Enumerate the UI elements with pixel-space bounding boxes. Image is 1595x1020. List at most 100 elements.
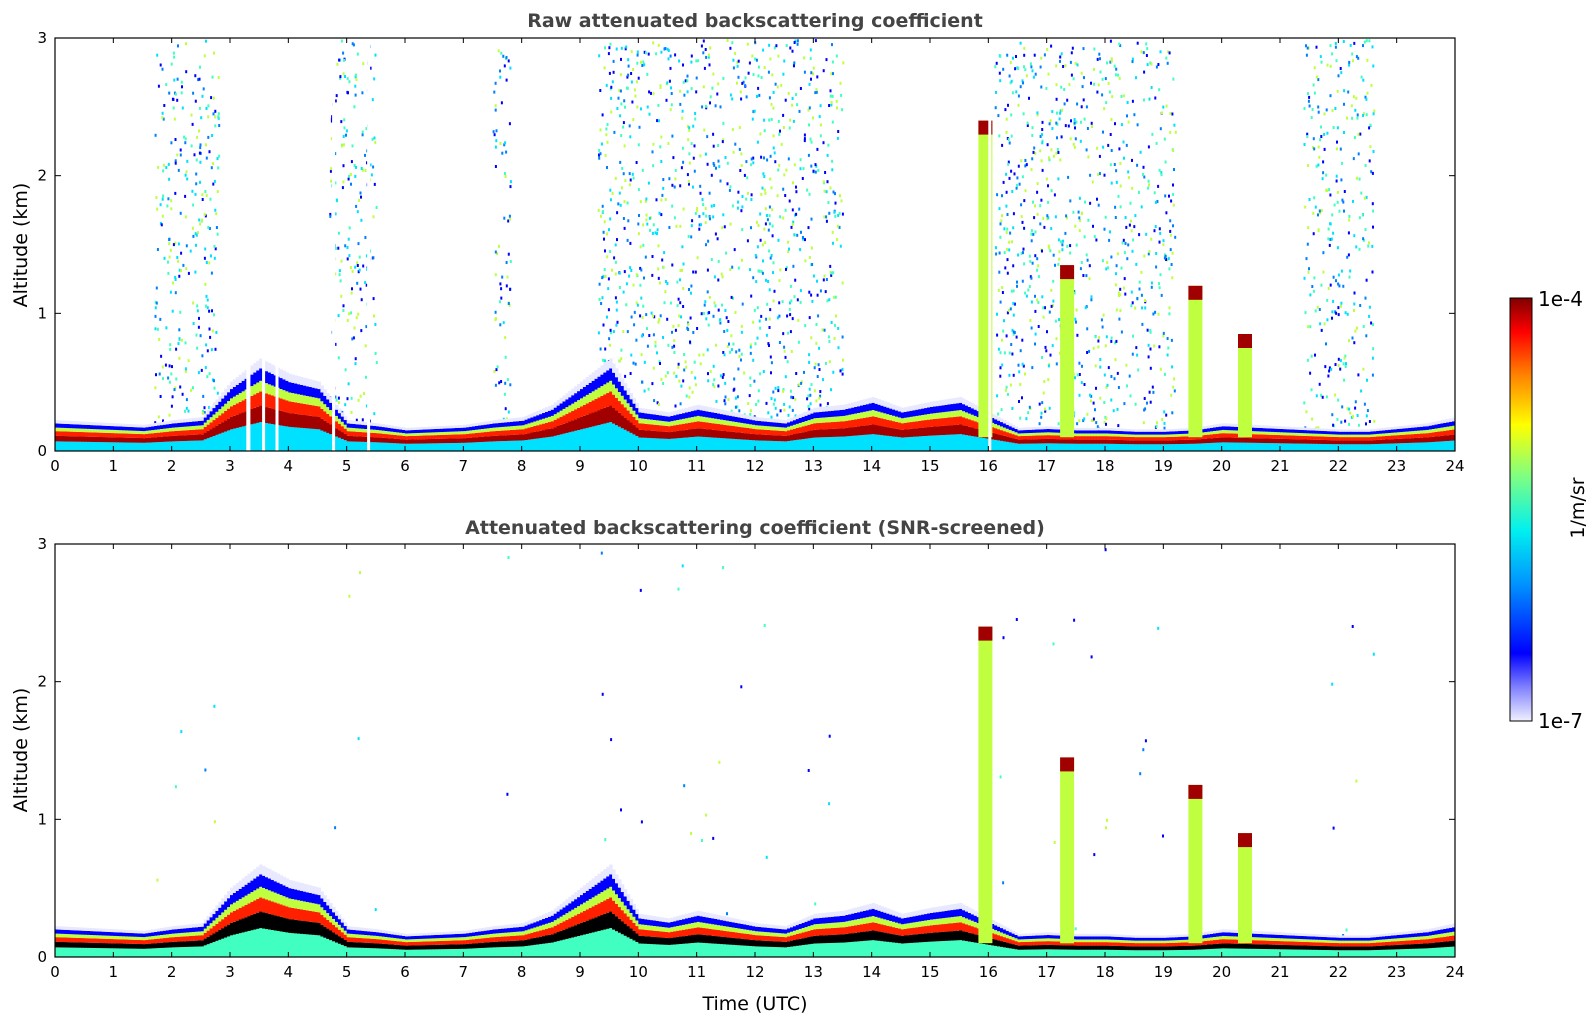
noise-speckle [614,260,617,264]
noise-speckle [1136,123,1139,127]
boundary-layer-halo [515,417,520,422]
boundary-layer-cell [372,437,377,443]
boundary-layer-cell [160,436,164,442]
boundary-layer-cell [451,428,456,432]
noise-speckle [1165,413,1168,417]
noise-speckle [1001,338,1003,342]
boundary-layer-cell [924,435,928,451]
boundary-layer-cell [588,413,593,428]
boundary-layer-cell [906,437,911,451]
noise-speckle [836,136,839,140]
noise-speckle [158,337,161,341]
noise-speckle [692,185,694,189]
noise-speckle [170,62,173,66]
noise-speckle [1306,135,1309,138]
noise-speckle [603,66,606,70]
noise-speckle [187,359,190,363]
noise-speckle [191,122,194,126]
boundary-layer-cell [1020,430,1024,434]
boundary-layer-cell [1058,432,1062,436]
boundary-layer-cell [682,430,686,438]
noise-speckle [1072,77,1075,81]
boundary-layer-cell [165,431,170,437]
noise-speckle [813,366,816,370]
noise-speckle [1336,246,1339,250]
noise-speckle [768,249,771,253]
noise-speckle [754,342,757,346]
noise-speckle [630,269,633,272]
boundary-layer-cell [352,424,357,429]
noise-speckle [213,256,216,260]
noise-speckle [1163,410,1166,414]
noise-speckle [639,200,642,204]
boundary-layer-cell [224,403,228,411]
noise-speckle [787,240,790,244]
boundary-layer-cell [559,434,564,451]
boundary-layer-cell [895,416,899,422]
noise-speckle [185,267,188,271]
noise-speckle [619,89,622,93]
noise-speckle [761,243,764,247]
noise-speckle [1110,57,1113,61]
boundary-layer-cell [547,422,552,429]
noise-speckle [673,185,676,189]
boundary-layer-cell [801,439,806,451]
noise-speckle [678,379,681,383]
boundary-layer-cell [466,430,470,434]
boundary-layer-cell [157,425,161,430]
boundary-layer-halo [682,408,686,414]
noise-speckle [1371,356,1374,360]
noise-speckle [341,144,344,148]
boundary-layer-cell [238,401,243,414]
boundary-layer-cell [1099,436,1103,440]
boundary-layer-cell [1122,444,1127,451]
boundary-layer-cell [641,430,645,438]
boundary-layer-cell [326,432,330,451]
boundary-layer-cell [577,418,581,431]
noise-speckle [1000,219,1003,223]
noise-speckle [1119,205,1122,209]
boundary-layer-cell [804,421,809,426]
boundary-layer-cell [603,423,607,451]
noise-speckle [357,312,360,316]
noise-speckle [1143,98,1145,102]
boundary-layer-cell [285,412,289,427]
boundary-layer-cell [1075,443,1080,451]
boundary-layer-cell [755,434,759,441]
noise-speckle [812,169,815,173]
panel-raw: Raw attenuated backscattering coefficien… [10,10,1465,475]
noise-speckle [1133,113,1136,117]
boundary-layer-cell [886,414,890,420]
noise-speckle [1340,301,1343,305]
boundary-layer-cell [1128,431,1132,435]
noise-speckle [776,316,779,320]
boundary-layer-cell [399,439,403,444]
noise-speckle [1368,241,1370,245]
boundary-layer-cell [227,418,231,431]
boundary-layer-halo [956,397,960,404]
noise-speckle [634,88,636,92]
noise-speckle [1107,143,1110,147]
noise-speckle [1008,248,1011,252]
noise-speckle [1095,386,1097,390]
boundary-layer-cell [562,408,567,416]
boundary-layer-halo [927,402,931,408]
noise-speckle [637,143,640,147]
noise-speckle [1353,302,1356,306]
boundary-layer-cell [1078,436,1083,440]
noise-speckle [499,323,502,327]
noise-speckle [1015,90,1018,94]
boundary-layer-cell [585,394,590,404]
boundary-layer-cell [267,423,272,451]
boundary-layer-cell [702,422,707,429]
boundary-layer-cell [227,401,231,409]
boundary-layer-cell [148,433,152,438]
boundary-layer-cell [813,418,817,424]
noise-speckle [615,323,618,327]
boundary-layer-cell [562,415,567,424]
noise-speckle [210,96,213,100]
noise-speckle [700,312,703,316]
boundary-layer-halo [670,411,674,416]
noise-speckle [197,231,199,235]
noise-speckle [660,377,663,381]
